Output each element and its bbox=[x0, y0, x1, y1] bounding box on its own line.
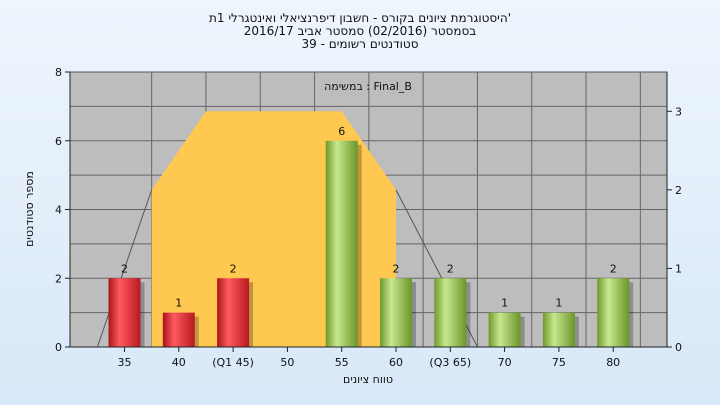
bar-70 bbox=[488, 312, 521, 347]
chart-title-line-3: סטודנטים רשומים - 39 bbox=[301, 37, 418, 51]
y2-tick-label: 1 bbox=[675, 262, 682, 275]
chart-title-line-2: בסמסטר (02/2016) סמסטר אביב 2016/17 bbox=[244, 24, 476, 38]
value-labels-layer: 2 1 2 6 2 2 1 1 2 bbox=[121, 125, 617, 310]
bar-40 bbox=[162, 312, 195, 347]
chart-title: היסטוגרמת ציונים בקורס - חשבון דיפרנציאל… bbox=[209, 11, 511, 51]
value-label: 2 bbox=[393, 262, 400, 275]
value-label: 2 bbox=[121, 262, 128, 275]
bar-80 bbox=[597, 278, 630, 347]
x-axis-label: טווח ציונים bbox=[343, 373, 393, 386]
bar-(Q3 65) bbox=[434, 278, 467, 347]
value-label: 6 bbox=[338, 125, 345, 138]
x-tick-label: 55 bbox=[335, 356, 349, 369]
x-tick-label: 50 bbox=[280, 356, 294, 369]
value-label: 1 bbox=[175, 297, 182, 310]
x-tick-label: 35 bbox=[118, 356, 132, 369]
value-label: 1 bbox=[501, 297, 508, 310]
bar-75 bbox=[542, 312, 575, 347]
chart-title-line-1: היסטוגרמת ציונים בקורס - חשבון דיפרנציאל… bbox=[209, 11, 511, 25]
x-tick-label: 70 bbox=[498, 356, 512, 369]
y-tick-label: 0 bbox=[55, 341, 62, 354]
value-label: 2 bbox=[230, 262, 237, 275]
y-axis-right: 0 1 2 3 bbox=[666, 72, 682, 354]
value-label: 2 bbox=[447, 262, 454, 275]
bar-55 bbox=[325, 140, 358, 347]
y-axis-left: 0 2 4 6 8 bbox=[55, 66, 71, 354]
x-tick-label: 60 bbox=[389, 356, 403, 369]
value-label: 2 bbox=[610, 262, 617, 275]
x-axis: 35 40 (Q1 45) 50 55 60 (Q3 65) 70 75 80 bbox=[70, 346, 667, 369]
y2-tick-label: 0 bbox=[675, 341, 682, 354]
x-tick-label: (Q3 65) bbox=[429, 356, 471, 369]
value-label: 1 bbox=[555, 297, 562, 310]
distribution-tail bbox=[96, 189, 153, 348]
x-tick-label: 40 bbox=[172, 356, 186, 369]
y-tick-label: 6 bbox=[55, 135, 62, 148]
x-tick-label: 75 bbox=[552, 356, 566, 369]
y-axis-label: מספר סטודנטים bbox=[23, 171, 36, 247]
y-tick-label: 2 bbox=[55, 272, 62, 285]
bar-35 bbox=[108, 278, 141, 347]
y-tick-label: 8 bbox=[55, 66, 62, 79]
bar-(Q1 45) bbox=[217, 278, 250, 347]
x-tick-label: (Q1 45) bbox=[212, 356, 254, 369]
y-tick-label: 4 bbox=[55, 204, 62, 217]
bars-layer bbox=[108, 140, 634, 347]
bar-60 bbox=[380, 278, 412, 347]
x-tick-label: 80 bbox=[606, 356, 620, 369]
plot-label: במשימה : Final_B bbox=[324, 80, 412, 93]
y2-tick-label: 3 bbox=[675, 105, 682, 118]
y2-tick-label: 2 bbox=[675, 184, 682, 197]
